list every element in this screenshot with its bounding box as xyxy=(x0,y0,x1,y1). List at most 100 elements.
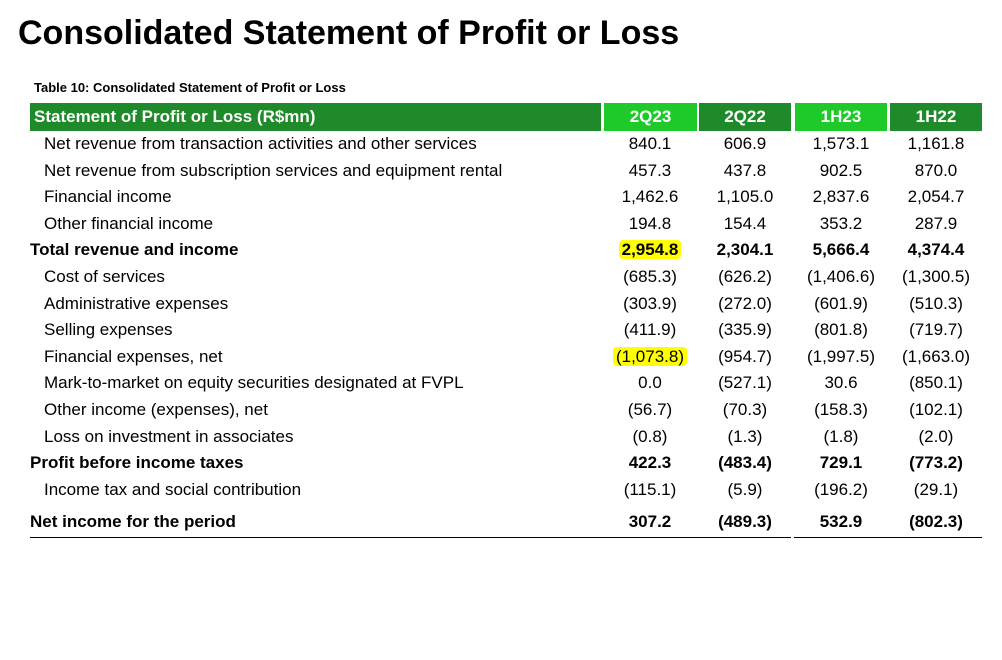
row-label: Financial expenses, net xyxy=(44,346,223,366)
row-label: Mark-to-market on equity securities desi… xyxy=(44,373,464,393)
row-label: Administrative expenses xyxy=(44,293,229,313)
header-2q22: 2Q22 xyxy=(699,103,791,131)
row-label: Profit before income taxes xyxy=(30,453,244,473)
cell-1h22: (2.0) xyxy=(918,426,954,446)
row-label: Other financial income xyxy=(44,213,214,233)
cell-2q22: 154.4 xyxy=(723,213,767,233)
cell-1h23: 353.2 xyxy=(819,213,863,233)
cell-1h23: 532.9 xyxy=(819,512,863,532)
cell-1h22: (1,663.0) xyxy=(901,346,971,366)
row-label: Selling expenses xyxy=(44,320,173,340)
cell-2q22: (1.3) xyxy=(727,426,763,446)
cell-2q22: (626.2) xyxy=(718,266,772,286)
table-row: Other financial income 194.8 154.4 353.2… xyxy=(30,211,982,238)
cell-1h23: 1,573.1 xyxy=(812,134,870,153)
cell-2q22: (527.1) xyxy=(718,373,772,393)
cell-2q22: 606.9 xyxy=(723,134,767,153)
cell-2q22: 1,105.0 xyxy=(716,187,774,207)
cell-1h22: (29.1) xyxy=(913,479,959,499)
cell-1h22: 1,161.8 xyxy=(907,134,965,153)
cell-2q22: 437.8 xyxy=(723,160,767,180)
header-1h23: 1H23 xyxy=(795,103,887,131)
table-row: Financial expenses, net (1,073.8) (954.7… xyxy=(30,344,982,371)
table-row: Administrative expenses (303.9) (272.0) … xyxy=(30,291,982,318)
highlight-mark: 2,954.8 xyxy=(618,240,682,260)
cell-1h22: (102.1) xyxy=(909,399,963,419)
row-label: Loss on investment in associates xyxy=(44,426,294,446)
cell-2q23: (0.8) xyxy=(632,426,668,446)
header-label: Statement of Profit or Loss (R$mn) xyxy=(30,103,601,131)
cell-2q23: 457.3 xyxy=(628,160,672,180)
cell-1h22: (719.7) xyxy=(909,320,963,340)
cell-1h22: (1,300.5) xyxy=(901,266,971,286)
cell-2q22: (489.3) xyxy=(718,512,772,532)
cell-1h22: (773.2) xyxy=(909,453,963,473)
table-bottom-rule xyxy=(30,537,982,538)
cell-2q23: 422.3 xyxy=(628,453,672,473)
cell-1h23: 729.1 xyxy=(819,453,863,473)
row-label: Net revenue from transaction activities … xyxy=(44,134,477,153)
row-label: Income tax and social contribution xyxy=(44,479,302,499)
cell-1h23: 2,837.6 xyxy=(812,187,870,207)
header-1h22: 1H22 xyxy=(890,103,982,131)
cell-2q23: 840.1 xyxy=(628,134,672,153)
cell-1h23: (158.3) xyxy=(814,399,868,419)
table-row-total-revenue: Total revenue and income 2,954.8 2,304.1… xyxy=(30,237,982,264)
table-row: Cost of services (685.3) (626.2) (1,406.… xyxy=(30,264,982,291)
cell-1h23: (1,406.6) xyxy=(806,266,876,286)
cell-1h22: 870.0 xyxy=(914,160,958,180)
cell-1h22: 2,054.7 xyxy=(907,187,965,207)
table-row: Net revenue from subscription services a… xyxy=(30,158,982,185)
cell-1h22: (510.3) xyxy=(909,293,963,313)
cell-2q23: (1,073.8) xyxy=(604,346,696,367)
cell-1h23: (196.2) xyxy=(814,479,868,499)
cell-2q23: (685.3) xyxy=(623,266,677,286)
table-row: Mark-to-market on equity securities desi… xyxy=(30,370,982,397)
table-row: Other income (expenses), net (56.7) (70.… xyxy=(30,397,982,424)
highlight-mark: (1,073.8) xyxy=(612,346,688,366)
cell-2q23: 2,954.8 xyxy=(604,240,696,260)
cell-1h22: (802.3) xyxy=(909,512,963,532)
cell-2q22: (483.4) xyxy=(718,453,772,473)
table-row: Loss on investment in associates (0.8) (… xyxy=(30,424,982,451)
row-label: Total revenue and income xyxy=(30,240,239,260)
profit-loss-table: Statement of Profit or Loss (R$mn) 2Q23 … xyxy=(30,103,982,538)
table-row: Income tax and social contribution (115.… xyxy=(30,477,982,504)
cell-2q22: (5.9) xyxy=(727,479,763,499)
cell-2q23: (56.7) xyxy=(627,399,673,419)
table-row: Selling expenses (411.9) (335.9) (801.8)… xyxy=(30,317,982,344)
cell-1h23: 30.6 xyxy=(824,373,858,393)
cell-1h23: (1,997.5) xyxy=(806,346,876,366)
row-label: Other income (expenses), net xyxy=(44,399,268,419)
table-row-net-income: Net income for the period 307.2 (489.3) … xyxy=(30,509,982,536)
table-body: Net revenue from transaction activities … xyxy=(30,131,982,536)
page-title: Consolidated Statement of Profit or Loss xyxy=(18,14,680,52)
cell-2q23: 0.0 xyxy=(638,373,662,393)
table-row: Financial income 1,462.6 1,105.0 2,837.6… xyxy=(30,184,982,211)
table-caption: Table 10: Consolidated Statement of Prof… xyxy=(34,80,346,95)
cell-1h23: 5,666.4 xyxy=(812,240,870,260)
row-label: Financial income xyxy=(44,187,172,207)
header-2q23: 2Q23 xyxy=(604,103,697,131)
cell-1h23: (1.8) xyxy=(823,426,859,446)
cell-2q22: 2,304.1 xyxy=(716,240,774,260)
cell-2q23: 1,462.6 xyxy=(621,187,679,207)
table-header-row: Statement of Profit or Loss (R$mn) 2Q23 … xyxy=(30,103,982,131)
cell-2q23: 307.2 xyxy=(628,512,672,532)
cell-2q22: (70.3) xyxy=(722,399,768,419)
cell-1h23: (801.8) xyxy=(814,320,868,340)
table-row: Net revenue from transaction activities … xyxy=(30,131,982,158)
row-label: Net income for the period xyxy=(30,512,236,532)
cell-1h22: 4,374.4 xyxy=(907,240,965,260)
cell-2q23: (115.1) xyxy=(623,479,677,499)
cell-2q23: (411.9) xyxy=(623,320,677,340)
cell-1h22: (850.1) xyxy=(909,373,963,393)
rule-gap xyxy=(791,536,794,538)
cell-1h22: 287.9 xyxy=(914,213,958,233)
row-label: Net revenue from subscription services a… xyxy=(44,160,503,180)
cell-2q22: (954.7) xyxy=(718,346,772,366)
table-row-profit-before-tax: Profit before income taxes 422.3 (483.4)… xyxy=(30,450,982,477)
cell-1h23: (601.9) xyxy=(814,293,868,313)
cell-2q22: (272.0) xyxy=(718,293,772,313)
cell-2q23: (303.9) xyxy=(623,293,677,313)
